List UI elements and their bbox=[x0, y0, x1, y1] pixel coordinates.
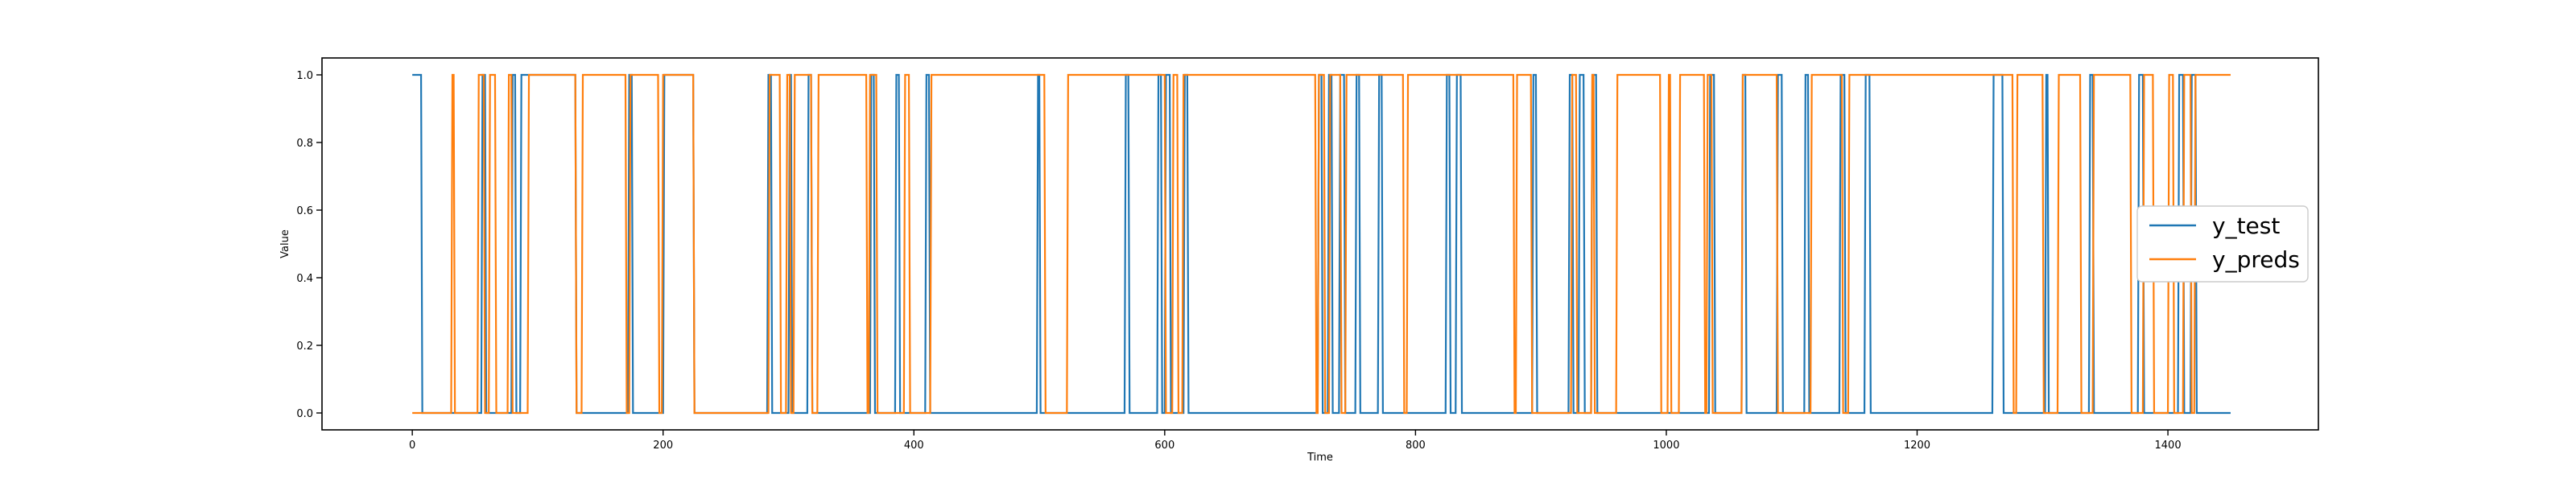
x-tick-label: 600 bbox=[1154, 440, 1174, 452]
y-tick-label: 0.6 bbox=[296, 205, 313, 217]
x-tick-label: 1400 bbox=[2155, 440, 2182, 452]
legend-label-y-test: y_test bbox=[2212, 213, 2280, 239]
x-tick-label: 800 bbox=[1406, 440, 1426, 452]
y-tick-label: 0.2 bbox=[296, 341, 313, 353]
x-tick-label: 400 bbox=[904, 440, 924, 452]
x-tick-label: 200 bbox=[653, 440, 673, 452]
y-tick-label: 0.8 bbox=[296, 138, 313, 150]
x-axis-label: Time bbox=[1307, 452, 1333, 464]
series-layer bbox=[412, 73, 2231, 415]
x-tick-label: 1200 bbox=[1904, 440, 1930, 452]
plot-area bbox=[321, 57, 2319, 431]
legend-label-y-preds: y_preds bbox=[2212, 246, 2300, 273]
series-line-y-preds bbox=[412, 73, 2231, 415]
x-tick-label: 1000 bbox=[1653, 440, 1679, 452]
y-axis-label: Value bbox=[279, 229, 291, 258]
x-axis: 0 200 400 600 800 1000 1200 1400 bbox=[409, 430, 2182, 452]
y-axis: 0.0 0.2 0.4 0.6 0.8 1.0 bbox=[296, 70, 322, 420]
y-tick-label: 0.0 bbox=[296, 408, 313, 420]
y-tick-label: 1.0 bbox=[296, 70, 313, 82]
legend: y_test y_preds bbox=[2136, 205, 2309, 283]
x-tick-label: 0 bbox=[409, 440, 415, 452]
y-tick-label: 0.4 bbox=[296, 273, 313, 285]
